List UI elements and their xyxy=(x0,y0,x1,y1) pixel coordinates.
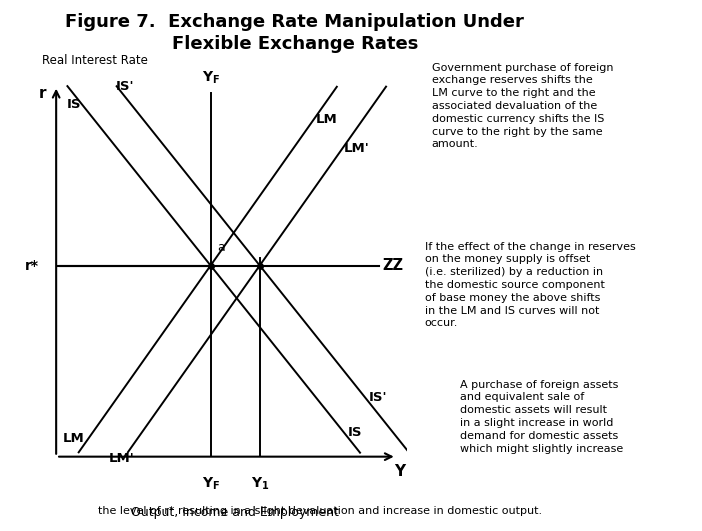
Text: IS': IS' xyxy=(116,80,134,93)
Text: Output, Income and Employment: Output, Income and Employment xyxy=(131,507,339,519)
Text: IS': IS' xyxy=(369,391,387,404)
Text: If the effect of the change in reserves
on the money supply is offset
(i.e. ster: If the effect of the change in reserves … xyxy=(425,242,635,328)
Text: IS: IS xyxy=(67,98,81,111)
Text: ZZ: ZZ xyxy=(383,258,404,273)
Text: IS: IS xyxy=(347,426,362,439)
Text: LM': LM' xyxy=(344,142,370,156)
Text: r: r xyxy=(39,86,46,101)
Text: Y: Y xyxy=(395,465,406,479)
Text: r*: r* xyxy=(25,259,39,272)
Text: the level of r* resulting in a slight devaluation and increase in domestic outpu: the level of r* resulting in a slight de… xyxy=(98,506,543,516)
Text: $\mathregular{Y_1}$: $\mathregular{Y_1}$ xyxy=(251,476,269,492)
Text: a: a xyxy=(218,241,225,254)
Text: Real Interest Rate: Real Interest Rate xyxy=(42,54,148,67)
Text: A purchase of foreign assets
and equivalent sale of
domestic assets will result
: A purchase of foreign assets and equival… xyxy=(460,380,623,453)
Text: LM': LM' xyxy=(109,452,135,465)
Text: Flexible Exchange Rates: Flexible Exchange Rates xyxy=(172,35,418,53)
Text: LM: LM xyxy=(63,432,85,445)
Text: Government purchase of foreign
exchange reserves shifts the
LM curve to the righ: Government purchase of foreign exchange … xyxy=(432,63,614,149)
Text: $\mathregular{Y_F}$: $\mathregular{Y_F}$ xyxy=(201,70,220,86)
Text: $\mathregular{Y_F}$: $\mathregular{Y_F}$ xyxy=(201,476,220,492)
Text: LM: LM xyxy=(316,113,338,125)
Text: Figure 7.  Exchange Rate Manipulation Under: Figure 7. Exchange Rate Manipulation Und… xyxy=(65,13,524,31)
